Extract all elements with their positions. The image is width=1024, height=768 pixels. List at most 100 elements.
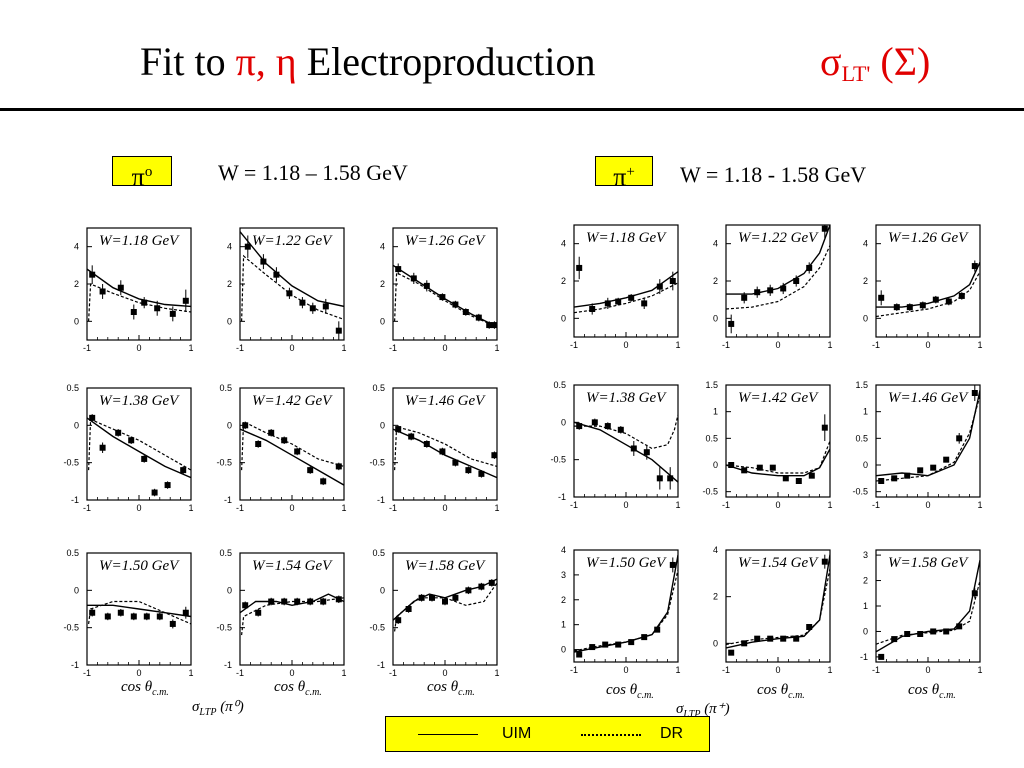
legend-uim-line (418, 734, 478, 735)
piplus-panel-9-plot-area (876, 560, 980, 660)
piplus-panel-6-point-6 (956, 435, 963, 442)
pi0-panel-4-plot-area (87, 414, 191, 497)
piplus-panel-2-point-4 (780, 285, 787, 292)
piplus-panel-4-label: W=1.38 GeV (586, 390, 667, 406)
pi0-panel-7-ytick-label-1: -0.5 (63, 623, 79, 633)
pi0-panel-5-point-2 (268, 429, 275, 436)
piplus-panel-7-ytick-label-4: 4 (561, 545, 566, 555)
piplus-panel-6-ytick-label-4: 1.5 (855, 380, 868, 390)
pi0-panel-1-label: W=1.18 GeV (99, 233, 180, 249)
piplus-panel-6-ytick-label-2: 0.5 (855, 433, 868, 443)
piplus-panel-5-xtick-label-2: 1 (827, 500, 832, 510)
piplus-panel-2-point-0 (728, 320, 735, 327)
pi0-panel-9-xtick-label-1: 0 (442, 668, 447, 678)
pi0-panel-6-ytick-label-2: 0 (380, 420, 385, 430)
piplus-panel-7-point-5 (641, 634, 648, 641)
pi0-w-range: W = 1.18 – 1.58 GeV (218, 160, 408, 185)
pi0-panel-5-xtick-label-1: 0 (289, 503, 294, 513)
piplus-panel-1-point-4 (628, 294, 635, 301)
piplus-panel-6-point-2 (904, 472, 911, 479)
pi0-panel-4-ytick-label-1: -0.5 (63, 458, 79, 468)
pi0-panel-1-point-1 (99, 288, 106, 295)
piplus-panel-8-ytick-label-2: 4 (713, 545, 718, 555)
piplus-panel-3-point-3 (919, 302, 926, 309)
piplus-panel-9-ytick-label-4: 3 (863, 550, 868, 560)
pi0-panel-1-point-5 (154, 305, 161, 312)
pi0-panel-3-dr-curve (394, 271, 497, 328)
pi0-xlabel-1: cos θc.m. (121, 679, 169, 698)
piplus-panel-4-plot-area (574, 414, 678, 490)
pi0-panel-5-point-7 (335, 463, 342, 470)
piplus-panel-9-ytick-label-2: 1 (863, 601, 868, 611)
piplus-panel-9-xtick-label-1: 0 (925, 665, 930, 675)
pi0-panel-5-plot-area (240, 420, 344, 486)
slide-title: Fit to π, η Electroproduction (140, 38, 596, 85)
piplus-panel-3-xtick-label-1: 0 (925, 340, 930, 350)
pi0-panel-6-label: W=1.46 GeV (405, 393, 486, 409)
pi0-panel-7-xtick-label-2: 1 (188, 668, 193, 678)
pi0-panel-2: -1 0 1 0 2 4 W=1.22 GeV (227, 227, 347, 353)
pi0-panel-6-point-1 (408, 433, 415, 440)
piplus-panel-5: -1 0 1 -0.5 0 0.5 1 1.5 W=1.42 GeV (702, 380, 832, 510)
pi0-panel-8-point-0 (242, 602, 249, 609)
pi0-panel-7-point-3 (130, 613, 137, 620)
piplus-panel-4-point-2 (604, 423, 611, 430)
pi0-panel-8-point-5 (307, 598, 314, 605)
piplus-panel-4-ytick-label-1: -0.5 (550, 455, 566, 465)
pi0-panel-7-point-1 (104, 613, 111, 620)
piplus-panel-1-xtick-label-2: 1 (675, 340, 680, 350)
piplus-panel-9-point-0 (878, 653, 885, 660)
pi0-panel-9-point-8 (488, 579, 495, 586)
pi0-panel-5-point-0 (242, 422, 249, 429)
piplus-panel-5-xtick-label-1: 0 (775, 500, 780, 510)
pi0-panel-1-ytick-label-0: 0 (74, 316, 79, 326)
pi0-panel-9-ytick-label-1: -0.5 (369, 623, 385, 633)
pi0-panel-8-point-4 (294, 598, 301, 605)
piplus-panel-8-point-4 (780, 635, 787, 642)
pi0-panel-4-ytick-label-0: -1 (71, 495, 79, 505)
pi0-panel-1-dr-curve (88, 283, 191, 322)
piplus-panel-9-point-4 (930, 628, 937, 635)
piplus-panel-1-ytick-label-2: 4 (561, 239, 566, 249)
piplus-tag-symbol: π (613, 162, 627, 192)
piplus-panel-2-dr-curve (726, 245, 830, 310)
title-particles: π, η (235, 39, 297, 84)
pi0-panel-7-ytick-label-2: 0 (74, 585, 79, 595)
piplus-panel-5-point-1 (741, 467, 748, 474)
pi0-panel-7-point-4 (143, 613, 150, 620)
piplus-panel-1-point-1 (589, 306, 596, 312)
piplus-panel-6-ytick-label-0: -0.5 (852, 487, 868, 497)
pi0-panel-4-ytick-label-3: 0.5 (66, 383, 79, 393)
piplus-panel-6-point-1 (891, 475, 898, 482)
piplus-panel-5-point-0 (728, 462, 735, 468)
piplus-panel-6-point-7 (971, 390, 978, 396)
pi0-panel-9-point-0 (395, 617, 402, 624)
pi0-panel-6-plot-area (393, 425, 497, 479)
pi0-panel-9-point-7 (478, 583, 485, 590)
pi0-panel-6-point-3 (439, 448, 446, 455)
pi0-panel-6-point-2 (423, 441, 430, 447)
piplus-panel-4-point-1 (591, 419, 598, 426)
pi0-panel-3-point-2 (423, 282, 430, 289)
legend-uim-label: UIM (502, 725, 532, 742)
pi0-panel-3-point-8 (491, 322, 497, 329)
pi0-panel-8-point-3 (281, 598, 288, 605)
piplus-panel-6-ytick-label-3: 1 (863, 407, 868, 417)
piplus-panel-2: -1 0 1 0 2 4 W=1.22 GeV (713, 224, 833, 350)
pi0-panel-2-point-7 (335, 327, 342, 334)
pi0-panel-7-uim-curve (87, 604, 191, 618)
piplus-panel-8-point-5 (793, 635, 800, 642)
pi0-panel-4-xtick-label-0: -1 (83, 503, 91, 513)
pi0-panel-1-xtick-label-2: 1 (188, 343, 193, 353)
pi0-panel-1-point-2 (117, 284, 124, 291)
piplus-panel-8-xtick-label-2: 1 (827, 665, 832, 675)
pi0-panel-1-point-3 (130, 309, 137, 315)
pi0-panel-3-point-6 (475, 314, 482, 321)
piplus-panel-1-ytick-label-1: 2 (561, 276, 566, 286)
pi0-panel-8-dr-curve (241, 597, 344, 636)
piplus-panel-4-xtick-label-2: 1 (675, 500, 680, 510)
piplus-panel-9-label: W=1.58 GeV (888, 555, 969, 571)
piplus-panel-6-dr-curve (876, 395, 980, 482)
legend-dr-line (581, 734, 641, 736)
